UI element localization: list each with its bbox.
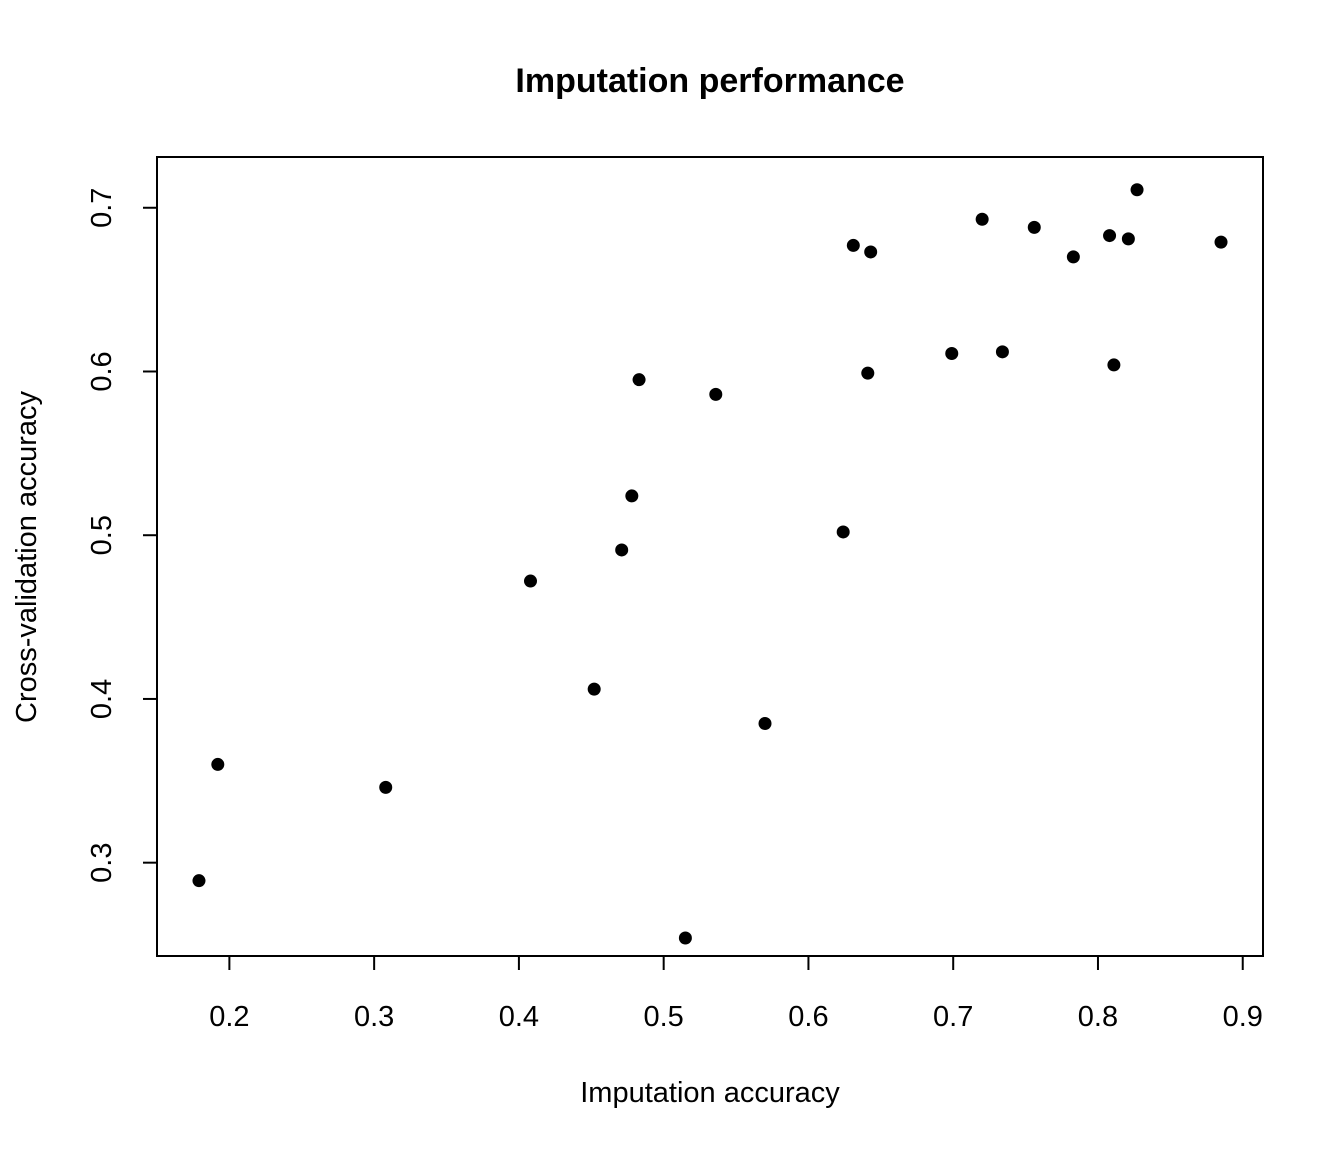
- x-tick-label: 0.3: [354, 1001, 394, 1033]
- data-point: [523, 574, 537, 588]
- x-axis: 0.2 0.3 0.4 0.5 0.6 0.7 0.8 0.9: [209, 956, 1263, 1033]
- data-point: [945, 346, 959, 360]
- data-point: [995, 345, 1009, 359]
- data-point: [1066, 250, 1080, 264]
- x-tick-label: 0.4: [499, 1001, 539, 1033]
- data-point: [861, 366, 875, 380]
- data-point: [615, 543, 629, 557]
- y-tick-label: 0.4: [86, 679, 118, 719]
- data-point: [587, 682, 601, 696]
- data-point: [632, 373, 646, 387]
- x-tick-label: 0.6: [788, 1001, 828, 1033]
- y-axis: 0.3 0.4 0.5 0.6 0.7: [86, 188, 157, 883]
- data-point: [1214, 235, 1228, 249]
- data-point: [1103, 229, 1117, 243]
- data-point: [192, 874, 206, 888]
- data-point: [211, 757, 225, 771]
- data-point: [864, 245, 878, 259]
- x-tick-label: 0.5: [644, 1001, 684, 1033]
- data-point: [625, 489, 639, 503]
- plot-frame: [156, 156, 1264, 957]
- x-tick-label: 0.7: [933, 1001, 973, 1033]
- data-point: [1027, 220, 1041, 234]
- data-point: [1130, 183, 1144, 197]
- data-points: [192, 183, 1228, 945]
- x-tick-label: 0.9: [1223, 1001, 1263, 1033]
- data-point: [846, 238, 860, 252]
- data-point: [678, 931, 692, 945]
- data-point: [1107, 358, 1121, 372]
- chart-title: Imputation performance: [515, 62, 904, 100]
- data-point: [1121, 232, 1135, 246]
- x-axis-label: Imputation accuracy: [580, 1077, 840, 1109]
- y-tick-label: 0.3: [86, 843, 118, 883]
- y-tick-label: 0.6: [86, 351, 118, 391]
- y-axis-label: Cross-validation accuracy: [11, 390, 43, 723]
- data-point: [379, 780, 393, 794]
- data-point: [709, 387, 723, 401]
- x-tick-label: 0.2: [209, 1001, 249, 1033]
- y-tick-label: 0.5: [86, 515, 118, 555]
- x-tick-label: 0.8: [1078, 1001, 1118, 1033]
- data-point: [975, 212, 989, 226]
- y-tick-label: 0.7: [86, 188, 118, 228]
- data-point: [836, 525, 850, 539]
- data-point: [758, 717, 772, 731]
